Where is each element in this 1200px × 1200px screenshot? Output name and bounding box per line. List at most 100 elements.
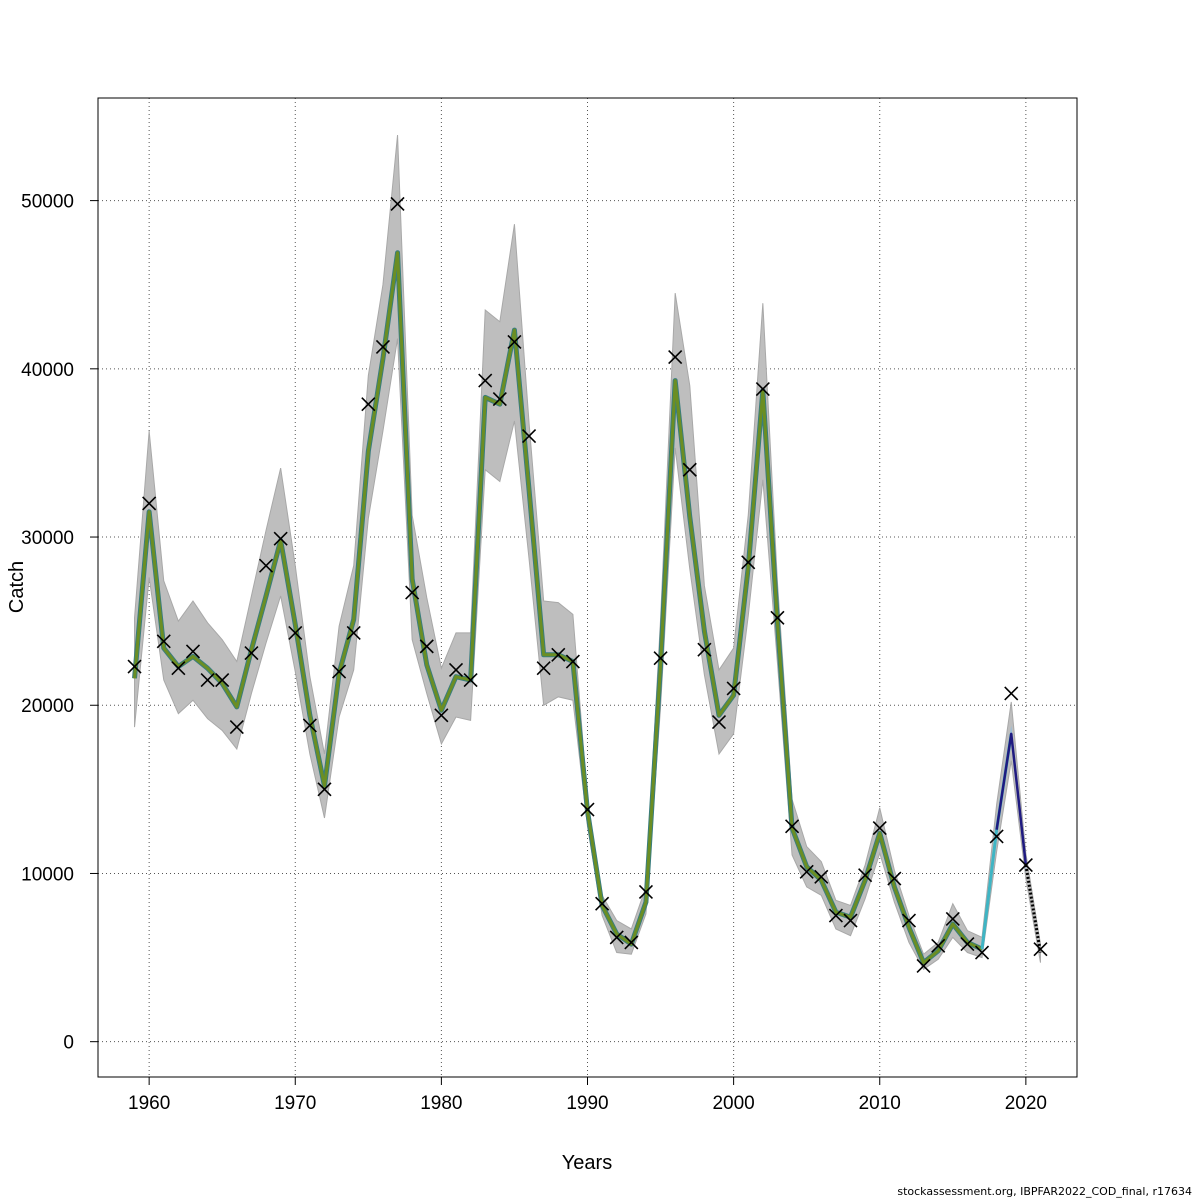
observed-point-stroke <box>215 672 230 688</box>
x-tick-label: 2020 <box>1005 1093 1047 1114</box>
observed-point <box>492 392 507 407</box>
observed-point-stroke <box>668 349 683 365</box>
y-axis-title: Catch <box>6 561 28 613</box>
observed-point <box>171 661 186 676</box>
observed-point-stroke <box>741 555 756 570</box>
observed-point <box>346 625 361 640</box>
observed-point-stroke <box>536 661 551 676</box>
x-axis-title: Years <box>562 1152 612 1174</box>
observed-point-stroke <box>960 937 975 952</box>
observed-point-stroke <box>346 625 361 640</box>
observed-point <box>858 868 873 883</box>
observed-point <box>682 462 697 477</box>
observed-point-stroke <box>1033 942 1048 957</box>
observed-point <box>974 945 990 960</box>
observed-point-stroke <box>609 930 624 945</box>
observed-point <box>302 718 317 733</box>
x-tick-label: 1980 <box>420 1093 462 1114</box>
observed-point-stroke <box>887 871 902 886</box>
observed-point <box>828 908 843 923</box>
observed-point-stroke <box>916 958 931 974</box>
observed-point <box>565 654 580 669</box>
confidence-band-area <box>134 134 1041 971</box>
observed-point-stroke <box>142 496 157 511</box>
observed-point-stroke <box>974 945 990 960</box>
y-tick-label: 30000 <box>21 528 74 549</box>
observed-point <box>945 911 960 926</box>
observed-point-stroke <box>361 397 376 412</box>
observed-point <box>1004 686 1019 701</box>
y-tick-label: 50000 <box>21 192 74 213</box>
observed-point <box>156 634 171 649</box>
observed-point-stroke <box>492 392 507 407</box>
observed-point <box>375 339 390 355</box>
observed-point <box>258 558 274 573</box>
observed-point <box>595 896 610 911</box>
observed-point-stroke <box>156 634 171 649</box>
observed-point <box>215 672 230 688</box>
observed-point <box>814 869 829 884</box>
grid-lines <box>98 98 1077 1077</box>
observed-point <box>521 429 537 444</box>
observed-point <box>931 938 946 953</box>
observed-point-stroke <box>931 938 946 953</box>
observed-point-stroke <box>375 339 390 355</box>
observed-point <box>478 373 493 388</box>
observed-point-stroke <box>507 334 522 349</box>
observed-point <box>127 659 142 674</box>
y-tick-label: 0 <box>63 1033 74 1054</box>
observed-point <box>887 871 902 886</box>
x-tick-label: 1970 <box>274 1093 316 1114</box>
observed-point <box>142 496 157 511</box>
observed-point-stroke <box>653 651 668 666</box>
observed-point <box>872 820 887 836</box>
observed-point <box>989 829 1004 844</box>
observed-point-stroke <box>843 913 858 928</box>
observed-point-stroke <box>127 659 142 674</box>
observed-point <box>332 664 347 679</box>
observed-point-stroke <box>244 646 259 661</box>
x-tick-label: 1990 <box>566 1093 608 1114</box>
observed-point <box>916 958 931 974</box>
observed-point-stroke <box>332 664 347 679</box>
observed-point <box>741 555 756 570</box>
observed-point-stroke <box>171 661 186 676</box>
observed-point-stroke <box>624 935 639 950</box>
observed-point-stroke <box>229 720 244 735</box>
observed-point-stroke <box>580 802 595 817</box>
observed-point-stroke <box>565 654 580 669</box>
x-tick-label: 2000 <box>712 1093 754 1114</box>
observed-point <box>317 782 332 797</box>
observed-point <box>434 708 449 723</box>
observed-point-stroke <box>258 558 274 573</box>
observed-point-stroke <box>551 647 566 662</box>
observed-point-stroke <box>463 672 478 688</box>
observed-point-stroke <box>434 708 449 723</box>
observed-point <box>405 585 420 600</box>
observed-point-stroke <box>288 625 303 640</box>
observed-point-stroke <box>697 642 712 657</box>
observed-point-stroke <box>595 896 610 911</box>
observed-point-stroke <box>785 819 800 834</box>
observed-point-stroke <box>200 672 215 688</box>
observed-point-stroke <box>711 715 727 730</box>
observed-point-stroke <box>273 531 288 546</box>
observed-point <box>843 913 858 928</box>
observed-point <box>638 884 654 900</box>
observed-point-stroke <box>478 373 493 388</box>
observed-point <box>770 610 785 625</box>
observed-point-stroke <box>945 911 960 926</box>
confidence-band <box>134 134 1041 971</box>
observed-point-stroke <box>448 662 464 677</box>
observed-point-stroke <box>1004 686 1019 701</box>
observed-point-stroke <box>901 913 917 928</box>
observed-point-stroke <box>390 196 405 212</box>
observed-point-stroke <box>682 462 697 477</box>
observed-point-stroke <box>1018 857 1033 873</box>
observed-point <box>697 642 712 657</box>
observed-point <box>668 349 683 365</box>
observed-point-stroke <box>726 681 741 696</box>
observed-point <box>960 937 975 952</box>
observed-point <box>1033 942 1048 957</box>
